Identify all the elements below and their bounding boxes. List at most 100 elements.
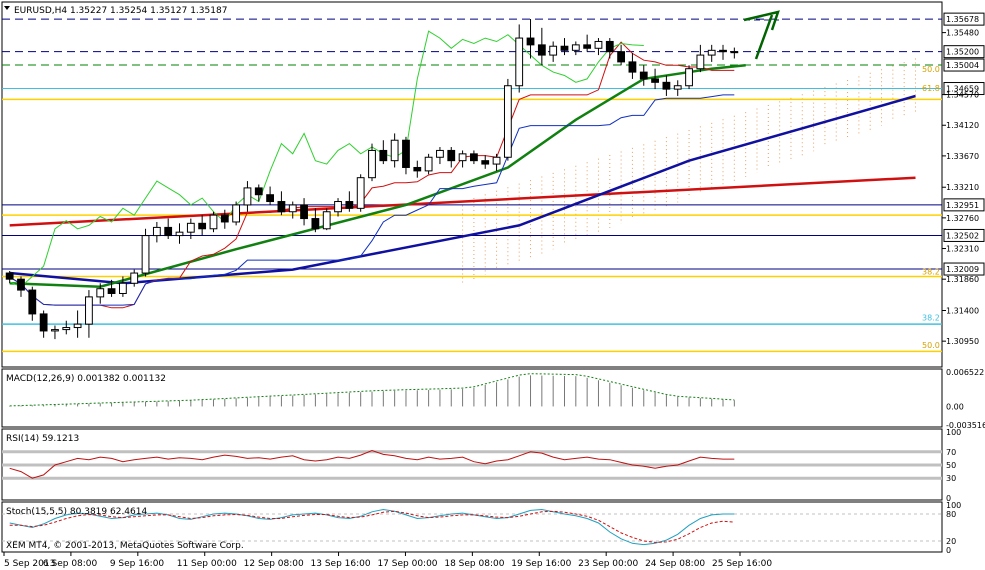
candle-body bbox=[220, 214, 229, 223]
watermark: XEM MT4, © 2001-2013, MetaQuotes Softwar… bbox=[6, 541, 244, 551]
stoch-tick-label: 100 bbox=[946, 501, 961, 510]
candle-body bbox=[118, 282, 127, 294]
candle-body bbox=[413, 166, 422, 172]
candle-body bbox=[673, 85, 682, 90]
candle-body bbox=[288, 204, 297, 213]
time-tick-label: 6 Sep 08:00 bbox=[43, 559, 98, 569]
up-arrow-annotation bbox=[743, 10, 780, 60]
header-arrow-icon bbox=[4, 6, 10, 10]
price-tick-label: 1.30950 bbox=[946, 337, 979, 346]
candle-body bbox=[232, 204, 241, 223]
rsi-tick-label: 70 bbox=[946, 448, 956, 457]
macd-pane-frame bbox=[1, 368, 943, 428]
candle-body bbox=[458, 153, 467, 162]
rsi-tick-label: 0 bbox=[946, 494, 951, 503]
candle-body bbox=[141, 235, 150, 274]
macd-series: 0.006522 0.00 -0.003516 bbox=[9, 368, 985, 430]
price-tick-label: 1.31400 bbox=[946, 307, 979, 316]
candle-body bbox=[470, 153, 478, 162]
price-level-tag bbox=[943, 262, 985, 276]
chart-header: EURUSD,H4 1.35227 1.35254 1.35127 1.3518… bbox=[14, 6, 227, 16]
candle-body bbox=[639, 71, 648, 80]
candle-body bbox=[605, 40, 614, 53]
price-level-tag bbox=[943, 198, 985, 212]
fibo-label: 61.8 bbox=[922, 84, 940, 93]
candle-body bbox=[583, 44, 592, 49]
rsi-tick-label: 30 bbox=[946, 474, 956, 483]
candle-body bbox=[164, 226, 173, 237]
price-tick-label: 1.34120 bbox=[946, 121, 979, 130]
price-tick-label: 1.31860 bbox=[946, 275, 979, 284]
candle-body bbox=[730, 51, 739, 54]
candle-body bbox=[436, 149, 444, 158]
macd-tick-label: 0.00 bbox=[946, 402, 964, 411]
price-level-label: 1.32951 bbox=[946, 201, 979, 210]
price-level-label: 1.35004 bbox=[946, 61, 979, 70]
fibo-label: 50.0 bbox=[922, 65, 940, 74]
rsi-tick-label: 100 bbox=[946, 428, 961, 437]
time-tick-label: 17 Sep 00:00 bbox=[377, 559, 437, 569]
price-level-tag bbox=[943, 12, 985, 26]
candle-body bbox=[175, 231, 184, 237]
stoch-tick-label: 0 bbox=[946, 546, 951, 555]
candle-body bbox=[560, 45, 569, 51]
candle-body bbox=[186, 222, 195, 233]
price-tick-label: 1.34570 bbox=[946, 91, 979, 100]
candle-body bbox=[685, 68, 693, 87]
kijun-line bbox=[9, 94, 735, 306]
price-level-label: 1.35200 bbox=[946, 48, 979, 57]
rsi-series: 100 70 50 30 0 bbox=[2, 428, 961, 503]
candle-body bbox=[96, 288, 105, 298]
time-tick-label: 23 Sep 00:00 bbox=[578, 559, 638, 569]
price-level-tag bbox=[943, 82, 985, 96]
price-level-tag bbox=[943, 58, 985, 72]
candle-body bbox=[368, 149, 376, 179]
time-tick-label: 5 Sep 2013 bbox=[4, 559, 55, 569]
price-tick-label: 1.33670 bbox=[946, 152, 979, 161]
candle-body bbox=[492, 156, 501, 165]
macd-tick-label: -0.003516 bbox=[946, 421, 985, 430]
candle-body bbox=[152, 226, 161, 237]
macd-tick-label: 0.006522 bbox=[946, 368, 984, 377]
candles bbox=[5, 18, 739, 340]
price-level-tag bbox=[943, 228, 985, 242]
candle-body bbox=[402, 139, 410, 168]
candle-body bbox=[424, 156, 433, 172]
candle-body bbox=[537, 44, 546, 56]
ma-mid-line bbox=[9, 94, 916, 285]
macd-signal-line bbox=[9, 373, 735, 407]
time-tick-label: 9 Sep 16:00 bbox=[110, 559, 165, 569]
candle-body bbox=[266, 194, 274, 203]
stoch-pane-frame bbox=[1, 501, 943, 553]
candle-body bbox=[5, 272, 14, 280]
time-tick-label: 18 Sep 08:00 bbox=[444, 559, 504, 569]
candle-body bbox=[85, 296, 93, 325]
candle-body bbox=[651, 78, 659, 83]
candle-body bbox=[526, 37, 535, 46]
candle-body bbox=[503, 85, 512, 158]
candle-body bbox=[300, 204, 308, 220]
price-tick-label: 1.32760 bbox=[946, 214, 979, 223]
candle-body bbox=[719, 49, 727, 53]
stoch-signal-line bbox=[9, 510, 735, 543]
candle-body bbox=[322, 211, 331, 230]
chikou-line bbox=[9, 30, 644, 288]
price-axis: 1.35678 1.35200 1.35004 1.34659 1.32951 1.325… bbox=[942, 12, 985, 346]
candle-body bbox=[707, 49, 716, 56]
price-level-label: 1.34659 bbox=[946, 85, 979, 94]
candle-body bbox=[334, 201, 342, 213]
time-tick-label: 11 Sep 00:00 bbox=[177, 559, 237, 569]
candle-body bbox=[617, 51, 626, 63]
candle-body bbox=[481, 160, 490, 165]
candle-body bbox=[28, 289, 37, 315]
candle-body bbox=[73, 323, 82, 329]
candle-body bbox=[662, 81, 671, 90]
candle-body bbox=[447, 149, 456, 162]
price-tick-label: 1.33210 bbox=[946, 183, 979, 192]
fibo-label: 50.0 bbox=[922, 341, 940, 350]
ma-slow-line bbox=[9, 176, 916, 227]
price-level-label: 1.35678 bbox=[946, 15, 979, 24]
